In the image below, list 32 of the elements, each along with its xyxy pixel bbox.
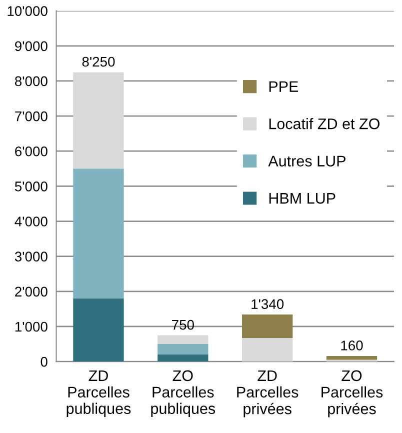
y-tick-label: 8'000 bbox=[15, 76, 48, 86]
bar bbox=[158, 354, 208, 362]
legend-label: Autres LUP bbox=[268, 156, 346, 166]
bar bbox=[73, 298, 124, 362]
y-tick-label: 7'000 bbox=[15, 111, 48, 122]
y-tick-label: 1'000 bbox=[15, 322, 48, 332]
y-tick-label: 6'000 bbox=[15, 146, 48, 156]
legend-label: HBM LUP bbox=[269, 193, 336, 204]
y-tick-label: 2'000 bbox=[15, 286, 48, 297]
total-label: 8'250 bbox=[82, 56, 115, 67]
y-tick-label: 5'000 bbox=[14, 182, 48, 192]
y-tick-label: 10'000 bbox=[8, 6, 48, 16]
bar bbox=[242, 314, 293, 338]
y-tick-label: 0 bbox=[40, 356, 48, 367]
x-tick-label: ZD Parcelles privées bbox=[237, 370, 298, 418]
y-tick-label: 9'000 bbox=[15, 41, 48, 52]
bar bbox=[73, 72, 124, 169]
total-label: 1'340 bbox=[252, 299, 284, 310]
bar bbox=[158, 344, 208, 355]
y-tick-label: 3'000 bbox=[14, 252, 48, 262]
y-tick-label: 4'000 bbox=[14, 216, 48, 226]
total-label: 160 bbox=[341, 340, 363, 350]
bar bbox=[326, 356, 378, 360]
bar bbox=[158, 335, 208, 344]
bar bbox=[73, 168, 124, 298]
x-tick-label: ZO Parcelles publiques bbox=[151, 370, 216, 418]
legend-label: PPE bbox=[269, 81, 298, 92]
bar bbox=[242, 338, 293, 362]
legend-label: Locatif ZD et ZO bbox=[269, 118, 380, 130]
x-tick-label: ZD Parcelles publiques bbox=[66, 370, 131, 418]
total-label: 750 bbox=[172, 320, 194, 330]
x-tick-label: ZO Parcelles privées bbox=[322, 370, 383, 418]
